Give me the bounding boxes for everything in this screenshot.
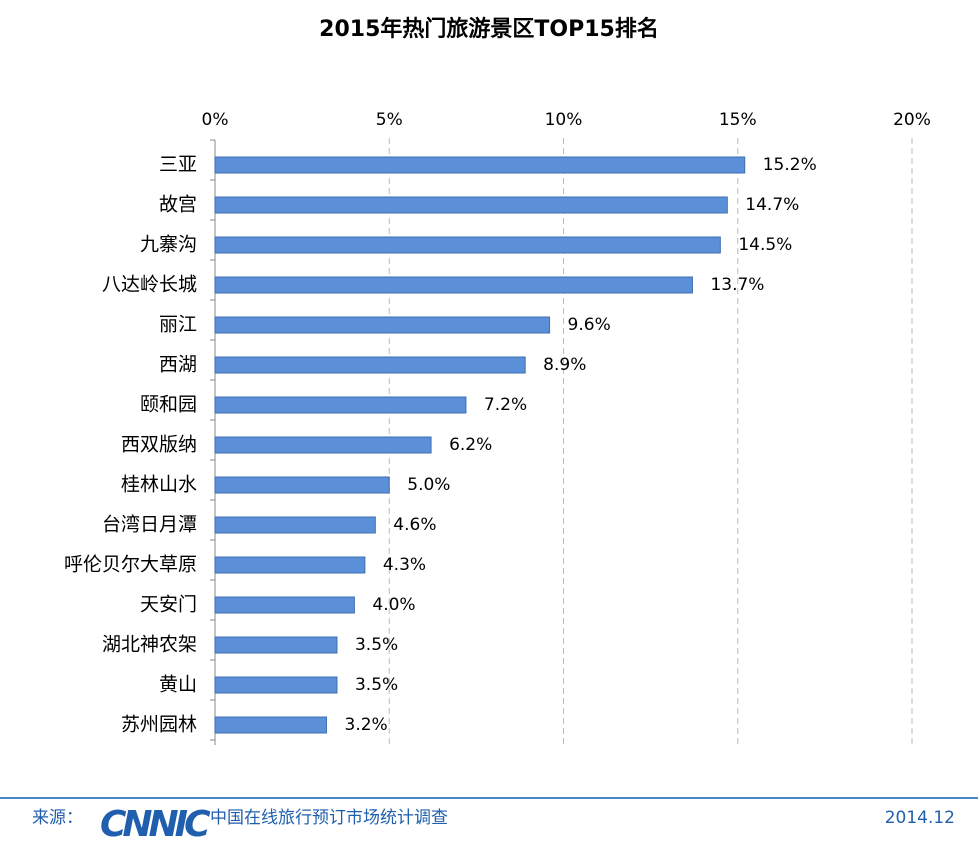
value-label: 5.0%	[407, 475, 450, 495]
value-label: 8.9%	[543, 355, 586, 375]
value-label: 15.2%	[763, 155, 817, 175]
x-tick-label: 20%	[893, 110, 931, 130]
y-tick-label: 桂林山水	[121, 474, 197, 496]
bar	[214, 476, 390, 494]
logo: CNNIC	[100, 804, 211, 845]
y-tick-label: 天安门	[140, 594, 197, 616]
bar	[214, 356, 526, 374]
x-tick-label: 10%	[545, 110, 583, 130]
value-label: 3.2%	[345, 715, 388, 735]
value-label: 3.5%	[355, 675, 398, 695]
bar	[214, 276, 693, 294]
value-label: 4.0%	[372, 595, 415, 615]
bar	[214, 516, 376, 534]
bar	[214, 156, 746, 174]
bar	[214, 196, 728, 214]
bar	[214, 436, 432, 454]
y-tick-label: 八达岭长城	[102, 274, 197, 296]
bar	[214, 236, 721, 254]
bar	[214, 396, 467, 414]
y-tick-label: 西湖	[159, 354, 197, 376]
date: 2014.12	[885, 808, 955, 828]
x-tick-label: 5%	[376, 110, 403, 130]
y-tick-label: 三亚	[159, 154, 197, 176]
bar	[214, 636, 338, 654]
value-label: 14.5%	[738, 235, 792, 255]
x-tick-label: 15%	[719, 110, 757, 130]
value-label: 6.2%	[449, 435, 492, 455]
chart-title: 2015年热门旅游景区TOP15排名	[319, 16, 659, 42]
y-tick-label: 故宫	[159, 194, 197, 216]
value-label: 3.5%	[355, 635, 398, 655]
y-tick-label: 黄山	[159, 674, 197, 696]
y-tick-label: 九寨沟	[140, 234, 197, 256]
y-tick-label: 西双版纳	[121, 434, 197, 456]
bar	[214, 596, 355, 614]
y-tick-label: 台湾日月潭	[102, 514, 197, 536]
x-tick-label: 0%	[202, 110, 229, 130]
value-label: 9.6%	[568, 315, 611, 335]
source: 中国在线旅行预订市场统计调查	[210, 808, 448, 828]
bar	[214, 556, 366, 574]
value-label: 7.2%	[484, 395, 527, 415]
y-tick-label: 颐和园	[140, 394, 197, 416]
y-tick-label: 呼伦贝尔大草原	[64, 554, 197, 576]
value-label: 4.3%	[383, 555, 426, 575]
value-label: 14.7%	[745, 195, 799, 215]
bar	[214, 676, 338, 694]
source-label: 来源：	[32, 808, 83, 828]
value-label: 4.6%	[393, 515, 436, 535]
y-tick-label: 湖北神农架	[102, 634, 197, 656]
value-label: 13.7%	[710, 275, 764, 295]
bar	[214, 716, 328, 734]
bar	[214, 316, 551, 334]
y-tick-label: 丽江	[159, 314, 197, 336]
y-tick-label: 苏州园林	[121, 714, 197, 736]
